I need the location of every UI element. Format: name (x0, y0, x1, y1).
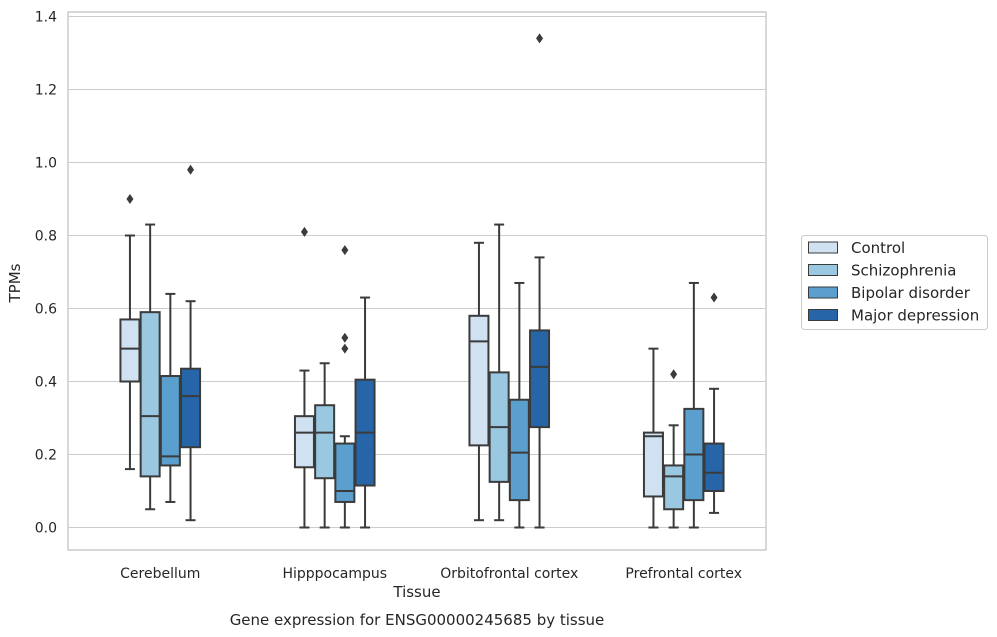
box-iqr (180, 367, 202, 449)
outlier-point (300, 226, 308, 237)
x-tick-label: Hipppocampus (282, 566, 387, 582)
y-tick-label: 1.2 (35, 83, 57, 99)
outlier-point (710, 292, 718, 303)
y-tick-label: 0.8 (35, 229, 57, 245)
legend-frame (801, 235, 988, 330)
box-bipolar-disorder (159, 292, 181, 503)
legend-label: Schizophrenia (851, 262, 956, 280)
box-bipolar-disorder (683, 281, 705, 529)
box-iqr (468, 314, 490, 447)
box-iqr (508, 398, 530, 502)
box-control (642, 347, 664, 529)
outlier-point (341, 245, 349, 256)
box-major-depression (354, 296, 376, 529)
legend-label: Major depression (851, 307, 979, 325)
outlier-point (187, 164, 195, 175)
box-schizophrenia (488, 223, 510, 522)
figure-caption: Gene expression for ENSG00000245685 by t… (230, 611, 605, 629)
box-iqr (663, 464, 685, 511)
x-tick-label: Orbitofrontal cortex (440, 566, 578, 582)
x-tick-label: Cerebellum (120, 566, 200, 582)
x-axis-label: Tissue (392, 583, 440, 601)
outlier-point (536, 33, 544, 44)
y-tick-label: 0.6 (35, 302, 57, 318)
box-iqr (334, 442, 356, 503)
legend-swatch (808, 241, 838, 254)
box-major-depression (703, 292, 725, 514)
box-iqr (642, 431, 664, 498)
legend: Control Schizophrenia Bipolar disorder Majo… (801, 235, 988, 330)
x-axis-ticks: Cerebellum Hipppocampus Orbitofrontal cort… (120, 566, 742, 582)
box-control (468, 241, 490, 522)
box-major-depression (529, 33, 551, 529)
y-tick-label: 0.0 (35, 521, 57, 537)
legend-swatch (808, 286, 838, 299)
legend-label: Control (851, 239, 905, 257)
y-tick-label: 1.0 (35, 156, 57, 172)
box-plots (119, 33, 725, 529)
legend-swatch (808, 264, 838, 276)
box-iqr (119, 318, 141, 383)
box-iqr (139, 311, 161, 478)
outlier-point (670, 369, 678, 380)
legend-swatch (808, 309, 838, 321)
y-axis-label: TPMs (6, 263, 24, 303)
x-tick-label: Prefrontal cortex (625, 566, 742, 582)
box-control (293, 226, 315, 529)
box-iqr (703, 442, 725, 492)
outlier-point (341, 332, 349, 343)
box-major-depression (180, 164, 202, 522)
y-tick-label: 0.2 (35, 448, 57, 464)
box-bipolar-disorder (334, 245, 356, 529)
legend-label: Bipolar disorder (851, 284, 971, 302)
box-schizophrenia (314, 362, 336, 529)
outlier-point (126, 194, 134, 204)
box-bipolar-disorder (508, 281, 530, 529)
box-iqr (293, 415, 315, 469)
plot-area-frame (67, 11, 767, 551)
box-schizophrenia (663, 369, 685, 529)
box-iqr (529, 329, 551, 429)
box-iqr (314, 404, 336, 480)
y-tick-label: 0.4 (35, 375, 57, 391)
y-tick-label: 1.4 (35, 10, 57, 26)
box-schizophrenia (139, 223, 161, 511)
outlier-point (341, 343, 349, 354)
box-control (119, 194, 141, 471)
y-axis-ticks: 0.0 0.2 0.4 0.6 0.8 1.0 1.2 1.4 (35, 10, 57, 537)
box-iqr (159, 375, 181, 467)
